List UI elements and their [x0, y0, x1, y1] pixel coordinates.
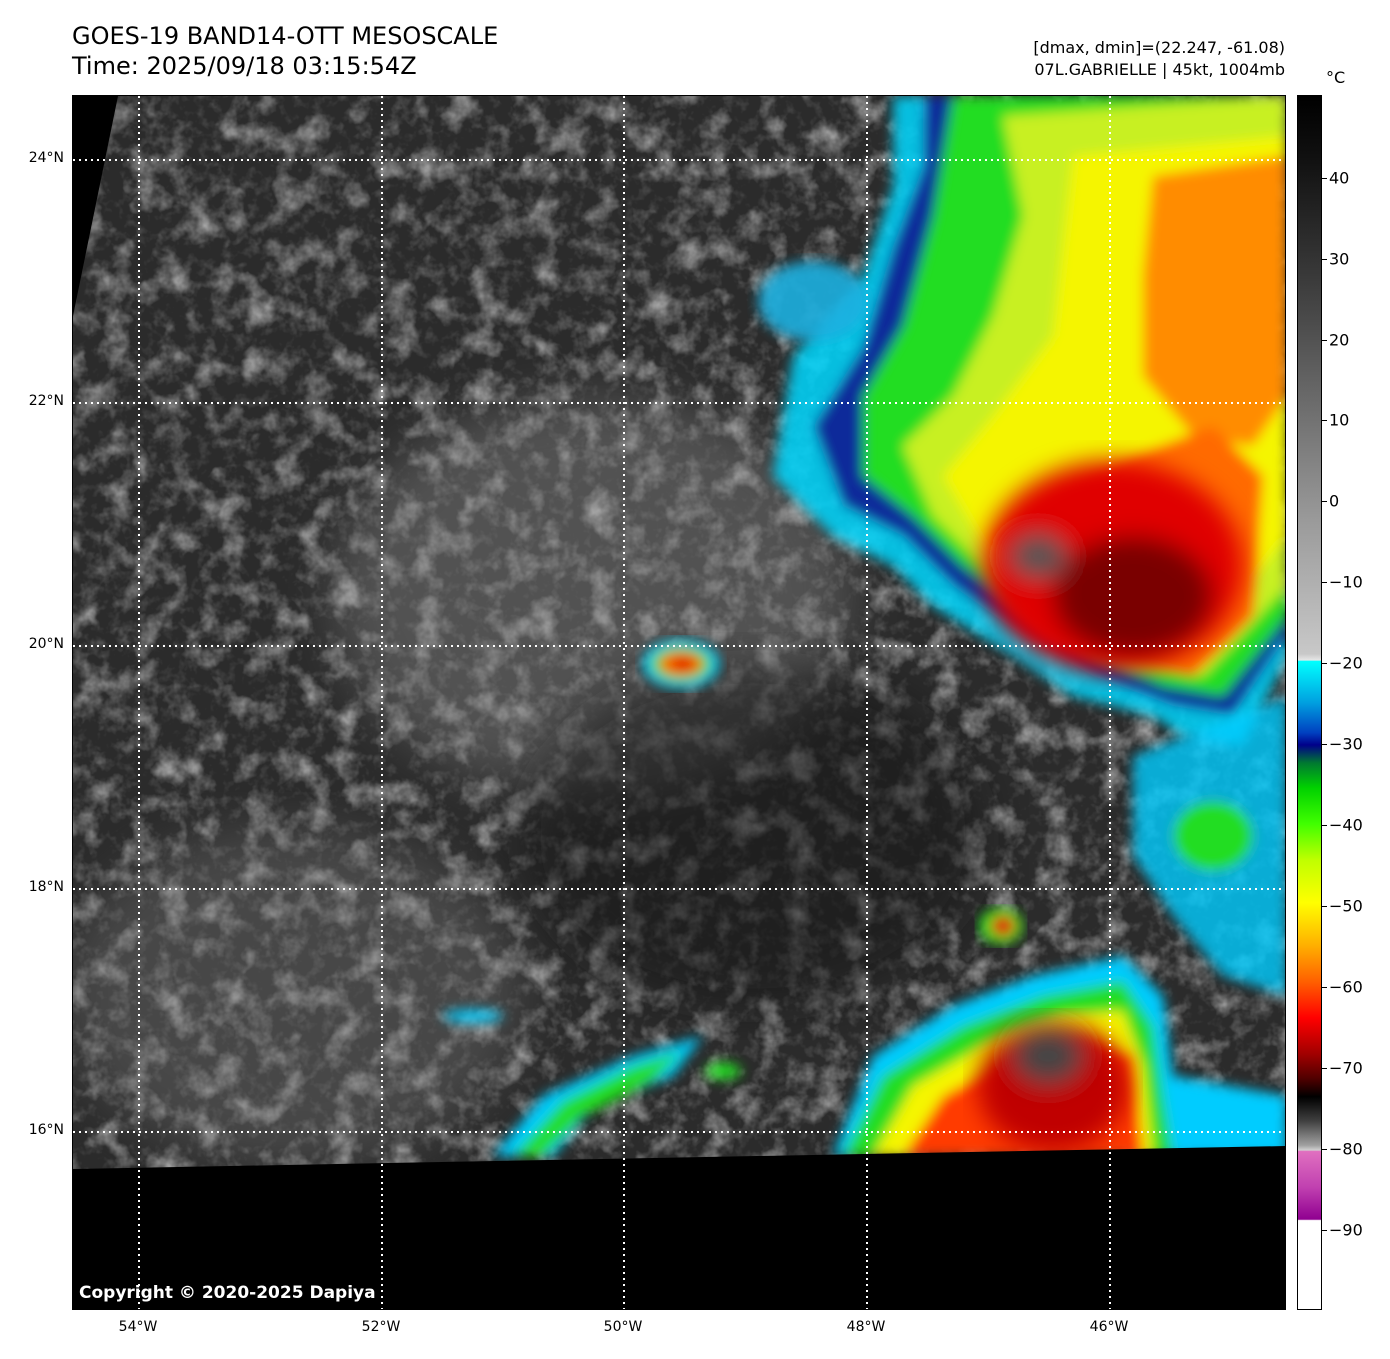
- data-range-label: [dmax, dmin]=(22.247, -61.08): [1033, 38, 1285, 57]
- storm-info-label: 07L.GABRIELLE | 45kt, 1004mb: [1034, 60, 1285, 79]
- colorbar-unit: °C: [1326, 68, 1346, 87]
- colorbar-label-10: 10: [1329, 410, 1350, 430]
- satellite-imagery: [73, 96, 1285, 1309]
- lon-label-52w: 52°W: [361, 1319, 401, 1335]
- colorbar-label-20: 20: [1329, 330, 1350, 350]
- lat-label-20n: 20°N: [28, 636, 64, 652]
- colorbar-label-minus40: −40: [1329, 815, 1363, 835]
- colorbar-label-minus80: −80: [1329, 1139, 1363, 1159]
- colorbar-label-0: 0: [1329, 491, 1340, 511]
- colorbar-label-40: 40: [1329, 168, 1350, 188]
- lon-label-48w: 48°W: [846, 1319, 886, 1335]
- lon-label-50w: 50°W: [603, 1319, 643, 1335]
- colorbar-label-30: 30: [1329, 249, 1350, 269]
- colorbar-label-minus90: −90: [1329, 1220, 1363, 1240]
- image-timestamp: Time: 2025/09/18 03:15:54Z: [72, 52, 417, 80]
- lat-label-24n: 24°N: [28, 150, 64, 166]
- colorbar-label-minus50: −50: [1329, 896, 1363, 916]
- lat-label-18n: 18°N: [28, 879, 64, 895]
- copyright-notice: Copyright © 2020-2025 Dapiya: [79, 1283, 376, 1303]
- lon-label-46w: 46°W: [1089, 1319, 1129, 1335]
- colorbar-label-minus70: −70: [1329, 1058, 1363, 1078]
- colorbar-label-minus60: −60: [1329, 977, 1363, 997]
- satellite-image: Copyright © 2020-2025 Dapiya: [72, 95, 1286, 1310]
- colorbar-label-minus30: −30: [1329, 734, 1363, 754]
- lat-label-16n: 16°N: [28, 1122, 64, 1138]
- image-title: GOES-19 BAND14-OTT MESOSCALE: [72, 22, 499, 50]
- colorbar-label-minus10: −10: [1329, 572, 1363, 592]
- lat-label-22n: 22°N: [28, 393, 64, 409]
- temperature-colorbar: [1297, 95, 1322, 1310]
- colorbar-label-minus20: −20: [1329, 653, 1363, 673]
- lon-label-54w: 54°W: [118, 1319, 158, 1335]
